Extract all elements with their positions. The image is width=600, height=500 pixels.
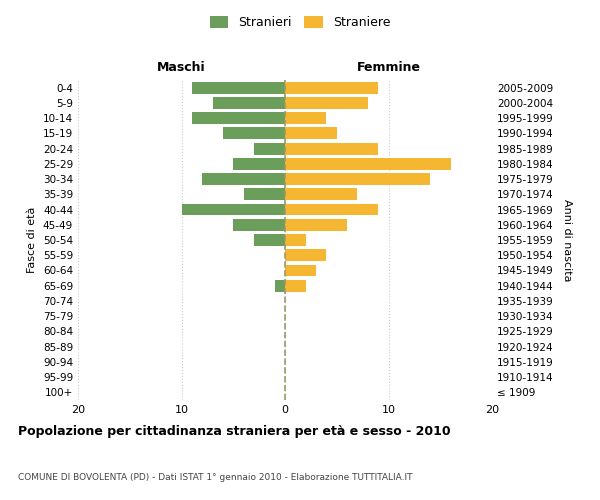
Bar: [275, 280, 285, 291]
Bar: [285, 250, 326, 261]
Bar: [244, 188, 285, 200]
Bar: [285, 97, 368, 109]
Bar: [254, 234, 285, 246]
Bar: [285, 264, 316, 276]
Bar: [202, 173, 285, 185]
Text: Popolazione per cittadinanza straniera per età e sesso - 2010: Popolazione per cittadinanza straniera p…: [18, 425, 451, 438]
Bar: [285, 112, 326, 124]
Bar: [223, 128, 285, 140]
Bar: [285, 82, 378, 94]
Bar: [192, 112, 285, 124]
Bar: [233, 219, 285, 230]
Y-axis label: Anni di nascita: Anni di nascita: [562, 198, 572, 281]
Text: Maschi: Maschi: [157, 60, 206, 74]
Text: COMUNE DI BOVOLENTA (PD) - Dati ISTAT 1° gennaio 2010 - Elaborazione TUTTITALIA.: COMUNE DI BOVOLENTA (PD) - Dati ISTAT 1°…: [18, 473, 413, 482]
Bar: [254, 142, 285, 154]
Bar: [233, 158, 285, 170]
Y-axis label: Fasce di età: Fasce di età: [28, 207, 37, 273]
Bar: [285, 142, 378, 154]
Legend: Stranieri, Straniere: Stranieri, Straniere: [205, 11, 395, 34]
Bar: [212, 97, 285, 109]
Bar: [182, 204, 285, 216]
Bar: [285, 188, 358, 200]
Bar: [285, 219, 347, 230]
Bar: [285, 173, 430, 185]
Bar: [192, 82, 285, 94]
Text: Femmine: Femmine: [356, 60, 421, 74]
Bar: [285, 158, 451, 170]
Bar: [285, 128, 337, 140]
Bar: [285, 234, 306, 246]
Bar: [285, 280, 306, 291]
Bar: [285, 204, 378, 216]
